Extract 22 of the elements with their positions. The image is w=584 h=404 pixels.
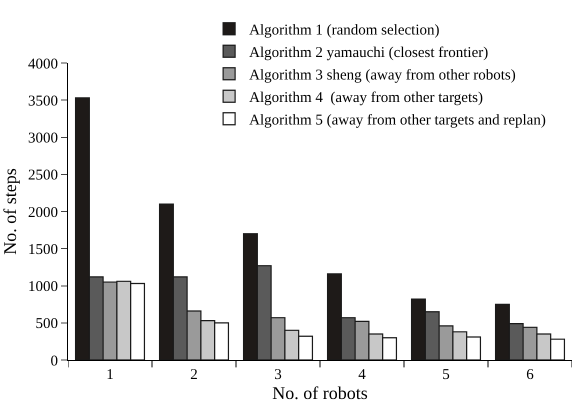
legend-label: Algorithm 3 sheng (away from other robots) — [249, 68, 516, 84]
y-axis-title: No. of steps — [0, 168, 20, 255]
y-tick-label: 3500 — [28, 93, 58, 110]
legend-label: Algorithm 4 (away from other targets) — [249, 90, 483, 106]
x-tick-label: 3 — [274, 367, 282, 383]
y-tick-label: 1500 — [28, 242, 58, 258]
legend-label: Algorithm 5 (away from other targets and replan) — [249, 112, 546, 129]
y-tick-label: 4000 — [28, 56, 58, 72]
y-tick-label: 2000 — [28, 204, 58, 221]
legend-label: Algorithm 1 (random selection) — [249, 22, 440, 39]
x-tick-label: 2 — [190, 367, 198, 383]
legend-label: Algorithm 2 yamauchi (closest frontier) — [249, 45, 488, 62]
x-tick-label: 1 — [106, 367, 114, 383]
y-tick-label: 3000 — [28, 130, 58, 146]
x-tick-label: 6 — [526, 367, 534, 383]
x-tick-label: 4 — [358, 367, 366, 383]
y-tick-label: 0 — [50, 353, 58, 370]
y-tick-label: 2500 — [28, 168, 58, 184]
x-axis-title: No. of robots — [272, 383, 368, 404]
y-tick-label: 1000 — [28, 279, 58, 295]
y-tick-label: 500 — [36, 316, 58, 332]
x-tick-label: 5 — [442, 367, 450, 383]
